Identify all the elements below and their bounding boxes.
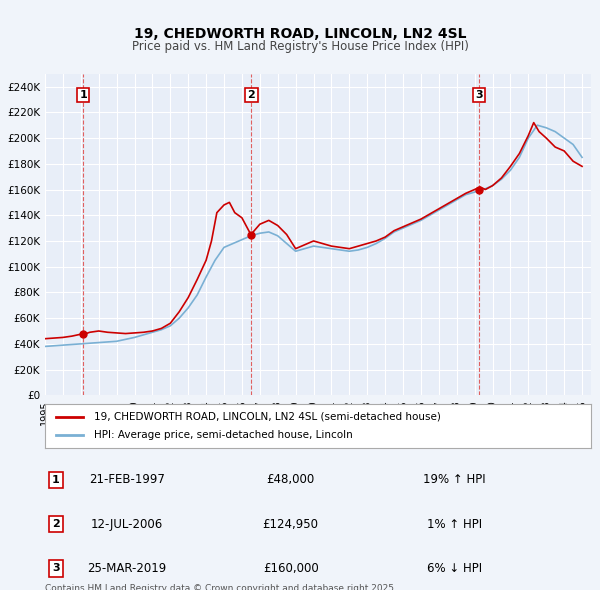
Text: 3: 3 (52, 563, 60, 573)
Text: 1: 1 (52, 475, 60, 485)
Text: 3: 3 (475, 90, 482, 100)
Text: £160,000: £160,000 (263, 562, 319, 575)
Text: 2: 2 (248, 90, 255, 100)
Text: Contains HM Land Registry data © Crown copyright and database right 2025.
This d: Contains HM Land Registry data © Crown c… (45, 584, 397, 590)
Text: 1% ↑ HPI: 1% ↑ HPI (427, 517, 482, 530)
Text: 25-MAR-2019: 25-MAR-2019 (87, 562, 167, 575)
Text: 6% ↓ HPI: 6% ↓ HPI (427, 562, 482, 575)
Text: HPI: Average price, semi-detached house, Lincoln: HPI: Average price, semi-detached house,… (94, 430, 353, 440)
Text: Price paid vs. HM Land Registry's House Price Index (HPI): Price paid vs. HM Land Registry's House … (131, 40, 469, 53)
Text: 1: 1 (79, 90, 87, 100)
Text: £124,950: £124,950 (263, 517, 319, 530)
Text: 19, CHEDWORTH ROAD, LINCOLN, LN2 4SL (semi-detached house): 19, CHEDWORTH ROAD, LINCOLN, LN2 4SL (se… (94, 412, 441, 421)
Text: 21-FEB-1997: 21-FEB-1997 (89, 473, 165, 486)
Text: 19% ↑ HPI: 19% ↑ HPI (423, 473, 486, 486)
Text: 2: 2 (52, 519, 60, 529)
Text: 12-JUL-2006: 12-JUL-2006 (91, 517, 163, 530)
Text: 19, CHEDWORTH ROAD, LINCOLN, LN2 4SL: 19, CHEDWORTH ROAD, LINCOLN, LN2 4SL (134, 27, 466, 41)
Text: £48,000: £48,000 (266, 473, 315, 486)
